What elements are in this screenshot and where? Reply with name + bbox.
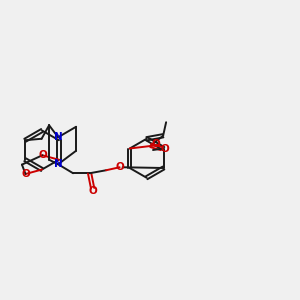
Text: N: N [54, 132, 62, 142]
Text: O: O [160, 143, 169, 154]
Text: O: O [38, 150, 47, 160]
Text: O: O [88, 186, 97, 196]
Text: O: O [21, 169, 30, 179]
Text: N: N [54, 159, 62, 169]
Text: O: O [152, 139, 161, 148]
Text: O: O [115, 162, 124, 172]
